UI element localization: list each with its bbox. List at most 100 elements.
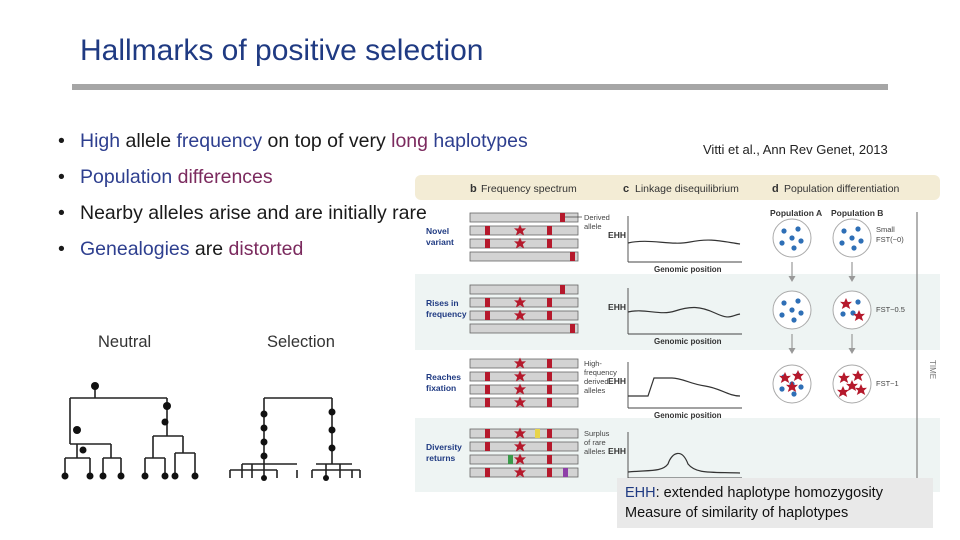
bullet-text-segment: Nearby alleles arise and are initially r… (80, 202, 427, 224)
population-dot (841, 228, 847, 234)
fst-label: FST~0.5 (876, 305, 905, 314)
panel-c-letter: c (623, 183, 629, 195)
allele-marker (485, 239, 490, 248)
selection-genealogy-tree (229, 397, 361, 481)
row-note: of rare (584, 438, 606, 447)
ehh-definition-line1: EHH: extended haplotype homozygosity (625, 483, 925, 503)
population-a-label: Population A (770, 208, 822, 218)
population-dot (791, 391, 797, 397)
row-note: alleles (584, 386, 606, 395)
population-dot (789, 235, 795, 241)
allele-marker (485, 298, 490, 307)
panel-c-title: Linkage disequilibrium (635, 183, 739, 195)
ehh-axis-label: EHH (608, 230, 626, 240)
progression-arrow-head (788, 276, 796, 282)
fst-label: Small (876, 225, 895, 234)
population-dot (858, 238, 864, 244)
population-dot (781, 300, 787, 306)
row-note: alleles (584, 447, 606, 456)
allele-marker (547, 239, 552, 248)
panel-d-title: Population differentiation (784, 183, 900, 195)
population-dot (779, 312, 785, 318)
row-label: returns (426, 453, 456, 463)
population-dot (789, 307, 795, 313)
genomic-position-label: Genomic position (654, 265, 722, 274)
citation: Vitti et al., Ann Rev Genet, 2013 (703, 142, 888, 157)
allele-marker (570, 252, 575, 261)
row-label: fixation (426, 383, 456, 393)
rare-allele-marker (535, 429, 540, 438)
ehh-key: EHH (625, 485, 656, 501)
haplotype-bar (469, 454, 579, 465)
ehh-axis-label: EHH (608, 376, 626, 386)
tree-label-selection: Selection (267, 333, 335, 351)
panel-b-letter: b (470, 183, 477, 195)
bullet-list: High allele frequency on top of very lon… (58, 128, 618, 272)
population-b-circle (832, 290, 872, 330)
bullet-item: High allele frequency on top of very lon… (58, 128, 618, 154)
allele-marker (547, 468, 552, 477)
haplotype-bar (469, 212, 579, 223)
ehh-definition-text: : extended haplotype homozygosity (655, 485, 883, 501)
allele-marker (547, 311, 552, 320)
bullet-text-segment: are (189, 238, 229, 260)
bullet-text-segment: High (80, 130, 121, 152)
population-dot (781, 228, 787, 234)
ehh-axis-label: EHH (608, 446, 626, 456)
bullet-text-segment: Population (80, 166, 173, 188)
bullet-text-segment: frequency (176, 130, 263, 152)
allele-marker (547, 372, 552, 381)
haplotype-bar (469, 358, 579, 369)
row-note: Surplus (584, 429, 610, 438)
bullet-item: Genealogies are distorted (58, 236, 618, 262)
allele-marker (485, 226, 490, 235)
fst-label: FST(~0) (876, 235, 904, 244)
allele-marker (485, 385, 490, 394)
allele-marker (547, 226, 552, 235)
row-note: Derived (584, 213, 610, 222)
selection-signatures-figure: b Frequency spectrum c Linkage disequili… (415, 175, 940, 492)
row-label: frequency (426, 309, 467, 319)
haplotype-bar (469, 323, 579, 334)
bullet-text-segment: distorted (228, 238, 304, 260)
population-dot (798, 310, 804, 316)
allele-marker (570, 324, 575, 333)
bullet-item: Population differences (58, 164, 618, 190)
allele-marker (485, 398, 490, 407)
row-note: allele (584, 222, 602, 231)
allele-marker (485, 311, 490, 320)
population-dot (791, 245, 797, 251)
row-label: Novel (426, 226, 449, 236)
row-label: Rises in (426, 298, 459, 308)
allele-marker (560, 213, 565, 222)
ehh-definition-box: EHH: extended haplotype homozygosity Mea… (617, 478, 933, 528)
population-dot (779, 240, 785, 246)
allele-marker (547, 442, 552, 451)
population-dot (855, 226, 861, 232)
panel-d-letter: d (772, 183, 779, 195)
allele-marker (547, 429, 552, 438)
rare-allele-marker (563, 468, 568, 477)
ehh-curve (627, 239, 741, 245)
allele-marker (485, 442, 490, 451)
fst-label: FST~1 (876, 379, 899, 388)
neutral-genealogy-tree (61, 382, 199, 480)
allele-marker (485, 468, 490, 477)
row-note: derived (584, 377, 609, 386)
ehh-plot: EHH Genomic position (608, 216, 742, 274)
ehh-curve (627, 306, 741, 318)
ehh-plot: EHH Genomic position (608, 288, 742, 346)
allele-marker (485, 372, 490, 381)
haplotype-bar (469, 284, 579, 295)
panel-b-title: Frequency spectrum (481, 183, 577, 195)
bullet-text-segment: on top of very (262, 130, 392, 152)
allele-marker (547, 385, 552, 394)
population-dot (779, 386, 785, 392)
title-underline (72, 84, 888, 90)
tree-label-neutral: Neutral (98, 333, 152, 351)
progression-arrow-head (788, 348, 796, 354)
allele-marker (485, 429, 490, 438)
population-dot (839, 240, 845, 246)
